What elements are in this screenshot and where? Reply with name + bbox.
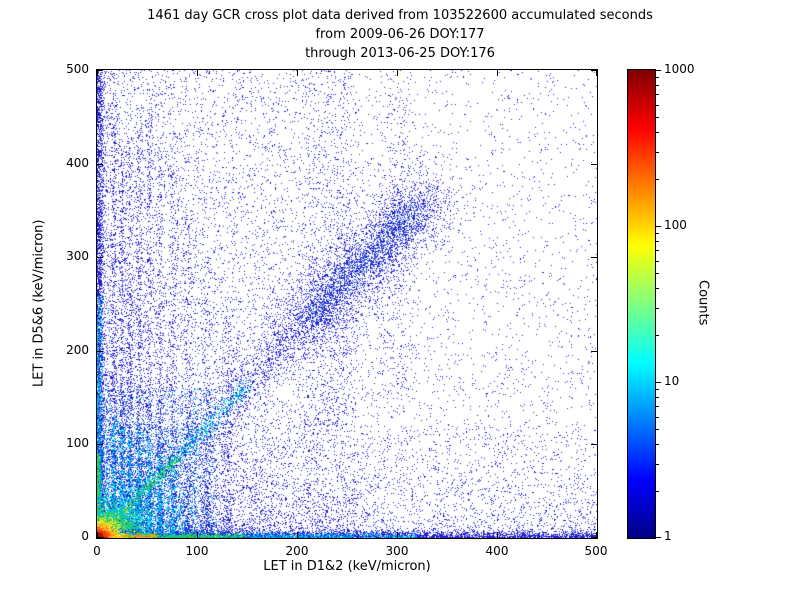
chart-title: 1461 day GCR cross plot data derived fro…: [0, 6, 800, 63]
x-tick-mark-top: [397, 70, 398, 76]
colorbar-tick-label: 100: [664, 218, 687, 232]
colorbar-minor-tick-mark: [656, 152, 659, 153]
colorbar-minor-tick-mark: [656, 288, 659, 289]
colorbar-tick-label: 1: [664, 529, 672, 543]
colorbar-minor-tick-mark: [656, 417, 659, 418]
x-tick-mark: [97, 532, 98, 538]
y-tick-mark: [97, 351, 103, 352]
chart-title-line1: 1461 day GCR cross plot data derived fro…: [147, 8, 653, 23]
colorbar-gradient: [628, 70, 655, 538]
colorbar-minor-tick-mark: [656, 85, 659, 86]
colorbar-minor-tick-mark: [656, 94, 659, 95]
x-tick-label: 300: [385, 544, 409, 558]
colorbar-minor-tick-mark: [656, 179, 659, 180]
colorbar-tick-mark: [656, 226, 661, 227]
x-tick-mark-top: [596, 70, 597, 76]
colorbar-minor-tick-mark: [656, 132, 659, 133]
x-tick-mark-top: [197, 70, 198, 76]
colorbar-tick-label: 1000: [664, 62, 695, 76]
y-tick-label: 300: [66, 249, 89, 263]
x-tick-label: 100: [185, 544, 209, 558]
y-tick-mark-right: [591, 70, 597, 71]
plot-area: [96, 69, 598, 539]
y-tick-label: 400: [66, 156, 89, 170]
y-tick-mark: [97, 257, 103, 258]
x-tick-label: 500: [584, 544, 608, 558]
y-tick-label: 100: [66, 436, 89, 450]
y-tick-mark: [97, 444, 103, 445]
y-tick-label: 200: [66, 343, 89, 357]
x-tick-mark: [596, 532, 597, 538]
y-tick-label: 0: [81, 529, 89, 543]
x-tick-mark-top: [497, 70, 498, 76]
colorbar-minor-tick-mark: [656, 261, 659, 262]
colorbar: [627, 69, 656, 539]
y-axis-label: LET in D5&6 (keV/micron): [31, 219, 47, 387]
y-tick-mark-right: [591, 444, 597, 445]
colorbar-label: Counts: [695, 280, 711, 326]
x-tick-label: 0: [93, 544, 101, 558]
x-tick-mark: [497, 532, 498, 538]
colorbar-minor-tick-mark: [656, 105, 659, 106]
y-tick-mark-right: [591, 351, 597, 352]
colorbar-minor-tick-mark: [656, 241, 659, 242]
x-tick-mark: [197, 532, 198, 538]
x-tick-mark-top: [297, 70, 298, 76]
x-tick-mark: [397, 532, 398, 538]
y-tick-mark-right: [591, 164, 597, 165]
colorbar-tick-mark: [656, 537, 661, 538]
plot-canvas: [97, 70, 597, 538]
y-tick-mark-right: [591, 537, 597, 538]
chart-title-line3: through 2013-06-25 DOY:176: [305, 46, 495, 61]
colorbar-minor-tick-mark: [656, 464, 659, 465]
colorbar-minor-tick-mark: [656, 444, 659, 445]
colorbar-tick-mark: [656, 382, 661, 383]
colorbar-minor-tick-mark: [656, 491, 659, 492]
colorbar-minor-tick-mark: [656, 397, 659, 398]
colorbar-minor-tick-mark: [656, 406, 659, 407]
colorbar-tick-mark: [656, 70, 661, 71]
colorbar-minor-tick-mark: [656, 250, 659, 251]
colorbar-minor-tick-mark: [656, 389, 659, 390]
y-tick-mark: [97, 537, 103, 538]
colorbar-minor-tick-mark: [656, 429, 659, 430]
y-tick-mark-right: [591, 257, 597, 258]
x-tick-mark: [297, 532, 298, 538]
colorbar-tick-label: 10: [664, 374, 680, 388]
y-tick-mark: [97, 70, 103, 71]
y-tick-mark: [97, 164, 103, 165]
x-tick-label: 400: [485, 544, 509, 558]
x-axis-label: LET in D1&2 (keV/micron): [263, 559, 431, 574]
chart-title-line2: from 2009-06-26 DOY:177: [315, 27, 485, 42]
colorbar-minor-tick-mark: [656, 117, 659, 118]
colorbar-minor-tick-mark: [656, 335, 659, 336]
colorbar-minor-tick-mark: [656, 77, 659, 78]
x-tick-mark-top: [97, 70, 98, 76]
y-tick-label: 500: [66, 62, 89, 76]
x-tick-label: 200: [285, 544, 309, 558]
colorbar-minor-tick-mark: [656, 308, 659, 309]
colorbar-minor-tick-mark: [656, 233, 659, 234]
colorbar-minor-tick-mark: [656, 273, 659, 274]
